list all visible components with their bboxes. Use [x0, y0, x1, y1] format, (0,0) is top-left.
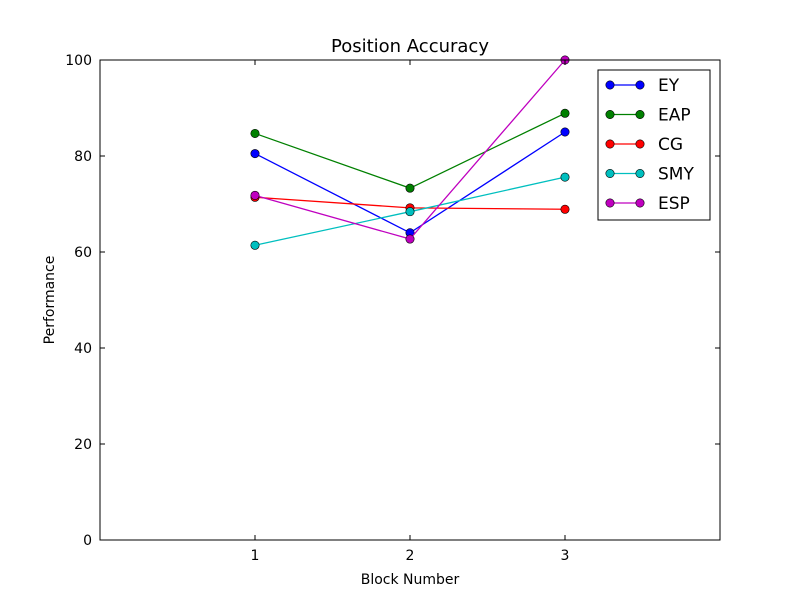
x-axis-label: Block Number: [361, 572, 460, 588]
legend-box: [597, 69, 711, 221]
legend-label-ey: EY: [658, 76, 680, 96]
data-point-cg: [560, 204, 570, 214]
data-point-ey: [560, 127, 570, 137]
data-point-eap: [250, 128, 260, 138]
legend-label-eap: EAP: [658, 106, 691, 126]
legend-marker-smy: [605, 169, 615, 179]
y-tick-label: 40: [74, 341, 92, 357]
data-point-smy: [405, 207, 415, 217]
data-point-ey: [250, 149, 260, 159]
y-tick-label: 0: [83, 533, 92, 549]
legend-marker-ey: [635, 80, 645, 90]
y-tick-label: 80: [74, 149, 92, 165]
legend-marker-eap: [635, 110, 645, 120]
plot-marks: [250, 55, 570, 250]
legend-label-esp: ESP: [658, 194, 690, 214]
legend: EY EAP CG SMY ESP: [597, 69, 711, 221]
axis-ticks: 1 2 3 0 20 40 60 80 100: [65, 53, 720, 564]
legend-marker-smy: [635, 169, 645, 179]
legend-marker-cg: [635, 139, 645, 149]
legend-marker-eap: [605, 110, 615, 120]
chart-title: Position Accuracy: [331, 36, 489, 57]
x-tick-label: 3: [561, 548, 570, 564]
legend-marker-esp: [635, 198, 645, 208]
x-tick-label: 1: [251, 548, 260, 564]
y-tick-label: 60: [74, 245, 92, 261]
data-point-smy: [560, 172, 570, 182]
data-point-esp: [250, 190, 260, 200]
legend-marker-esp: [605, 198, 615, 208]
legend-label-smy: SMY: [658, 165, 694, 185]
y-tick-label: 20: [74, 437, 92, 453]
y-axis-label: Performance: [42, 256, 58, 345]
data-point-eap: [560, 108, 570, 118]
legend-marker-ey: [605, 80, 615, 90]
data-point-eap: [405, 183, 415, 193]
legend-label-cg: CG: [658, 135, 683, 155]
legend-marker-cg: [605, 139, 615, 149]
y-tick-label: 100: [65, 53, 92, 69]
data-point-smy: [250, 240, 260, 250]
data-point-esp: [405, 234, 415, 244]
x-tick-label: 2: [406, 548, 415, 564]
